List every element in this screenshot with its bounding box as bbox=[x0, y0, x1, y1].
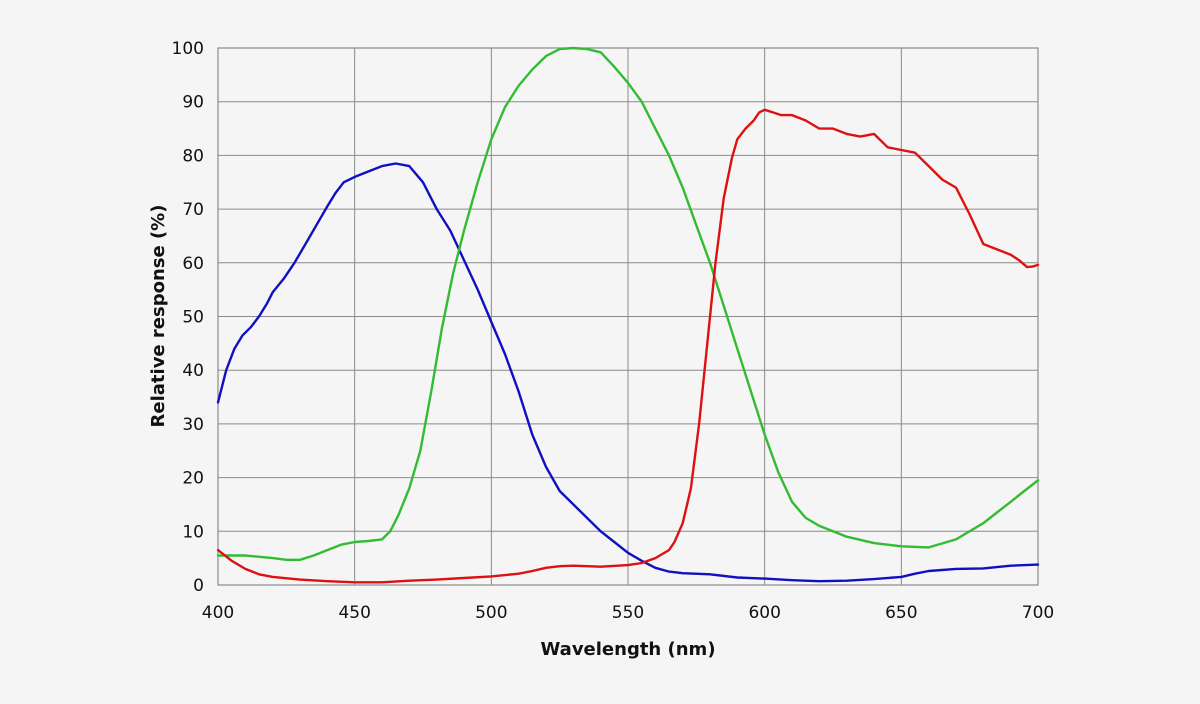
tick-labels: 400 450 500 550 600 650 700 0 10 20 30 40 50 60 70 80 90… bbox=[172, 39, 1055, 623]
x-tick-label: 500 bbox=[475, 603, 507, 623]
plot-area-frame bbox=[217, 47, 1039, 586]
y-tick-label: 100 bbox=[172, 39, 204, 59]
x-tick-label: 450 bbox=[338, 603, 370, 623]
y-tick-label: 80 bbox=[182, 146, 204, 166]
x-tick-label: 400 bbox=[202, 603, 234, 623]
x-tick-label: 550 bbox=[612, 603, 644, 623]
y-axis-title: Relative response (%) bbox=[148, 205, 169, 428]
x-tick-label: 700 bbox=[1022, 603, 1054, 623]
y-tick-label: 40 bbox=[182, 361, 204, 381]
series-line-green bbox=[216, 46, 1040, 561]
series-line-blue bbox=[216, 162, 1040, 583]
y-tick-label: 20 bbox=[182, 469, 204, 489]
y-tick-label: 90 bbox=[182, 93, 204, 113]
series-line-red bbox=[216, 108, 1040, 584]
y-tick-label: 10 bbox=[182, 522, 204, 542]
y-tick-label: 0 bbox=[193, 576, 204, 596]
y-tick-label: 70 bbox=[182, 200, 204, 220]
y-tick-label: 30 bbox=[182, 415, 204, 435]
y-tick-label: 60 bbox=[182, 254, 204, 274]
series-lines bbox=[216, 46, 1040, 584]
x-axis-title: Wavelength (nm) bbox=[540, 639, 715, 660]
x-tick-label: 600 bbox=[748, 603, 780, 623]
grid bbox=[218, 48, 1038, 585]
y-tick-label: 50 bbox=[182, 308, 204, 328]
x-tick-label: 650 bbox=[885, 603, 917, 623]
